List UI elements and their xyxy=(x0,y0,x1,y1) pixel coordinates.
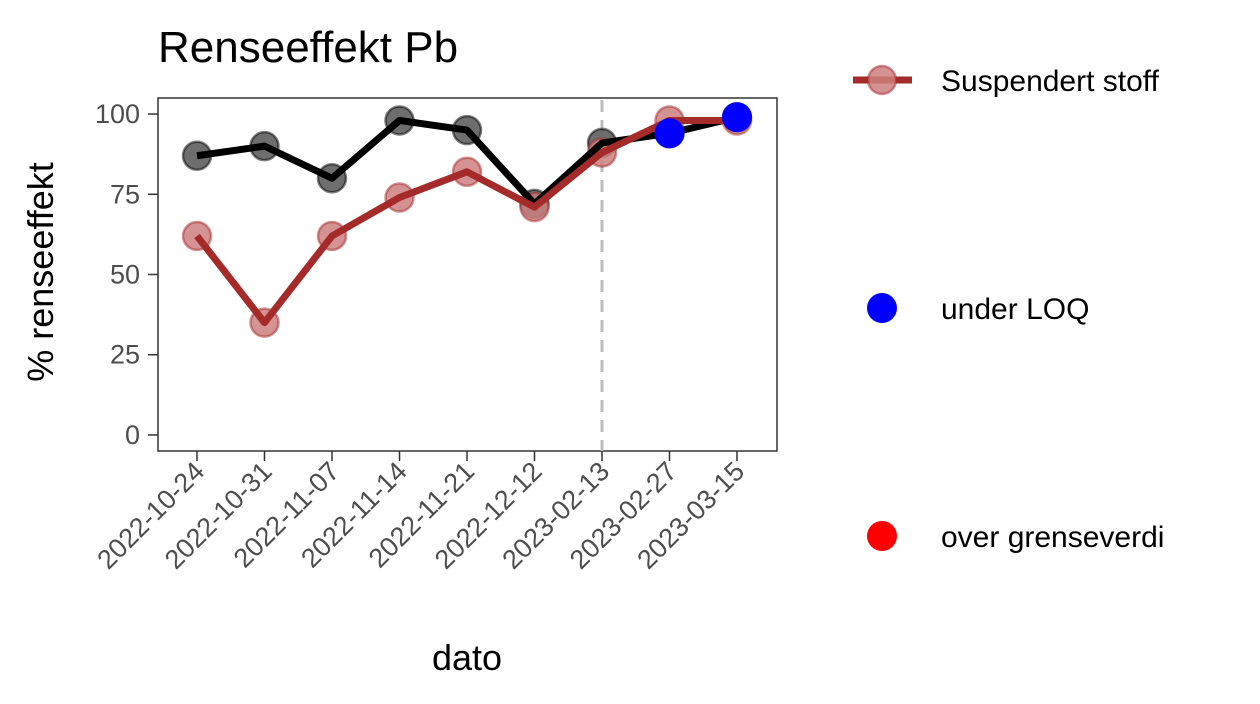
legend-point-swatch xyxy=(867,293,897,323)
series-layer xyxy=(181,100,753,451)
y-tick-label: 25 xyxy=(110,340,140,370)
under-loq-marker xyxy=(722,102,752,133)
x-axis-title: dato xyxy=(432,637,502,678)
y-tick-label: 50 xyxy=(110,260,140,290)
legend-label: over grenseverdi xyxy=(941,521,1164,554)
y-tick-label: 100 xyxy=(95,99,140,129)
ss-line xyxy=(194,116,737,327)
legend: Suspendert stoff under LOQ over grenseverd… xyxy=(853,64,1164,554)
legend-point-swatch xyxy=(867,521,897,551)
legend-label: under LOQ xyxy=(941,293,1089,326)
y-axis: 0 25 50 75 100 xyxy=(95,99,158,450)
black-line xyxy=(196,113,738,208)
y-tick-label: 75 xyxy=(110,179,140,209)
x-axis: 2022-10-242022-10-312022-11-072022-11-14… xyxy=(91,451,750,575)
legend-label: Suspendert stoff xyxy=(941,65,1160,98)
legend-point-swatch xyxy=(866,64,898,96)
under-loq-marker xyxy=(654,118,685,149)
y-tick-label: 0 xyxy=(125,420,140,450)
y-axis-title: % renseeffekt xyxy=(20,162,61,381)
chart-title: Renseeffekt Pb xyxy=(158,23,458,72)
